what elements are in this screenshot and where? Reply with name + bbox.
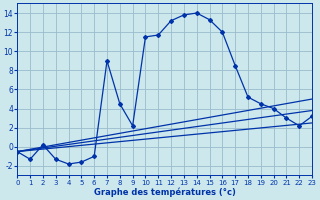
X-axis label: Graphe des températures (°c): Graphe des températures (°c)	[94, 187, 236, 197]
